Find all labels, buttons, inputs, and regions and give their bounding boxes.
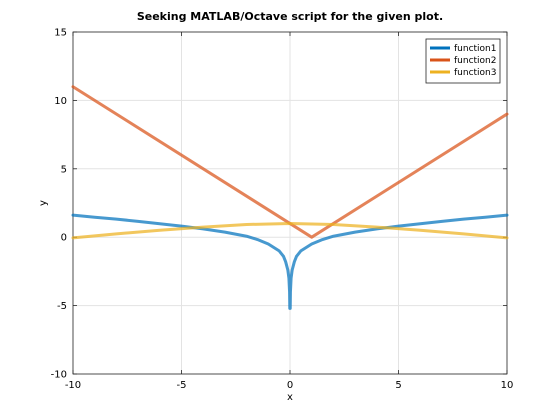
x-tick-label: 0 [287,380,293,391]
y-axis-label: y [38,200,49,206]
chart-title: Seeking MATLAB/Octave script for the giv… [137,10,443,23]
legend: function1 function2 function3 [425,38,501,84]
legend-entry: function2 [454,56,497,66]
x-tick-label: -10 [65,380,81,391]
axis-ticks: -10 -5 0 5 10 -10 -5 0 5 10 15 [51,28,514,392]
y-tick-label: -5 [57,301,67,312]
legend-entry: function1 [454,44,497,54]
y-tick-label: 15 [54,28,67,39]
x-tick-label: -5 [177,380,187,391]
x-tick-label: 5 [395,380,401,391]
series-lines [71,85,509,310]
y-tick-label: 0 [61,233,67,244]
y-tick-label: 10 [54,96,67,107]
legend-box [425,38,501,84]
series-line-function3 [71,222,509,240]
y-tick-label: -10 [51,370,67,381]
series-line-function2 [71,85,509,239]
legend-entry: function3 [454,68,497,78]
y-tick-label: 5 [61,164,67,175]
x-tick-label: 10 [501,380,514,391]
x-axis-label: x [287,392,293,403]
